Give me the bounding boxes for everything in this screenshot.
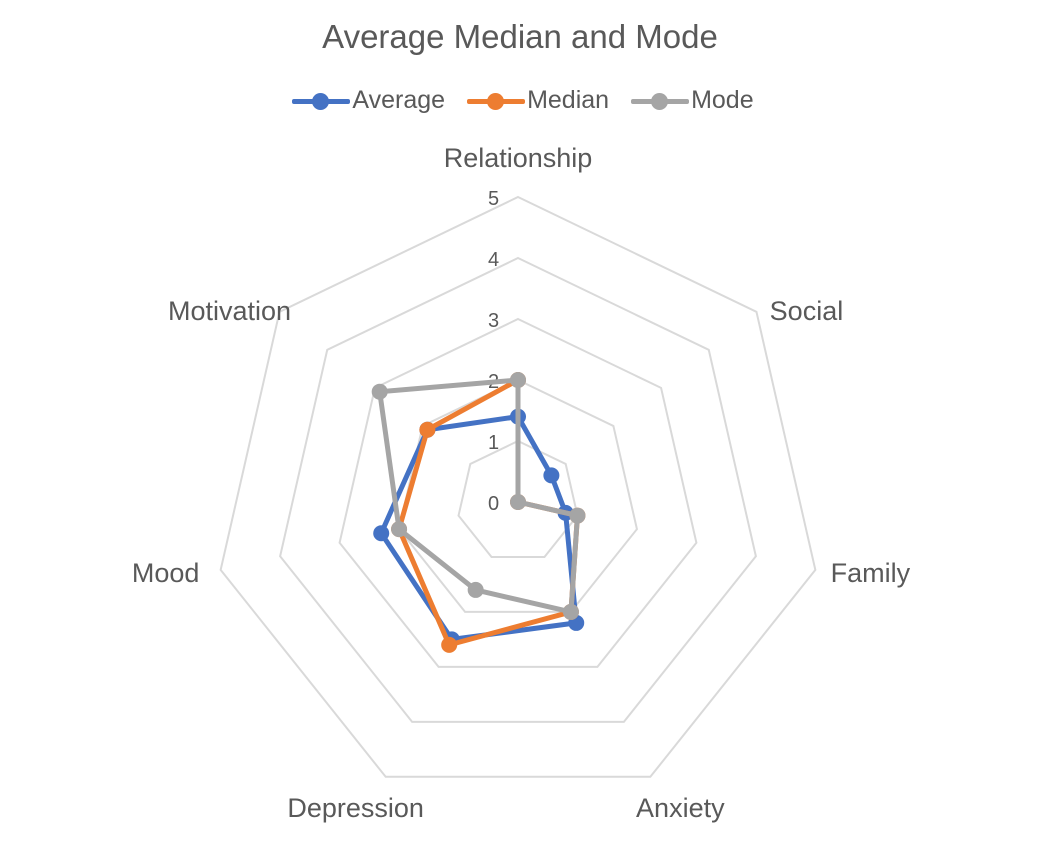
legend-item-median: Median [467,86,609,115]
radial-tick-label: 5 [488,188,499,210]
data-point-median [441,636,458,653]
data-point-median [419,421,436,438]
grid-ring-4 [279,256,757,723]
category-label: Mood [132,558,200,588]
radial-tick-label: 1 [488,432,499,454]
radial-tick-label: 3 [488,310,499,332]
data-point-mode [510,372,526,388]
grid-ring-5 [219,195,817,778]
radial-tick-label: 0 [488,493,499,515]
category-label: Anxiety [636,793,725,823]
category-label: Depression [287,793,424,823]
legend-marker-mode [631,91,690,111]
data-point-mode [562,603,579,620]
legend-label-mode: Mode [691,86,754,114]
chart-title: Average Median and Mode [322,18,718,55]
category-label: Motivation [168,296,291,326]
grid-ring-1 [457,439,579,558]
category-label: Family [831,558,911,588]
legend-label-median: Median [527,86,610,114]
legend-item-mode: Mode [631,86,754,115]
data-point-mode [371,383,388,400]
legend: Average Median Mode [0,86,1046,115]
legend-label-average: Average [352,86,446,114]
category-label: Relationship [444,143,593,173]
legend-marker-average [292,91,351,111]
data-point-average [543,467,560,484]
data-point-mode [391,521,408,538]
series-line-mode [377,377,580,615]
data-point-mode [569,507,586,524]
data-point-mode [467,581,484,598]
data-point-average [373,525,390,542]
data-point-mode [510,494,526,510]
legend-marker-median [467,91,526,111]
legend-item-average: Average [292,86,445,115]
grid-ring-3 [338,317,698,668]
radial-tick-label: 4 [488,249,499,271]
category-label: Social [770,296,844,326]
